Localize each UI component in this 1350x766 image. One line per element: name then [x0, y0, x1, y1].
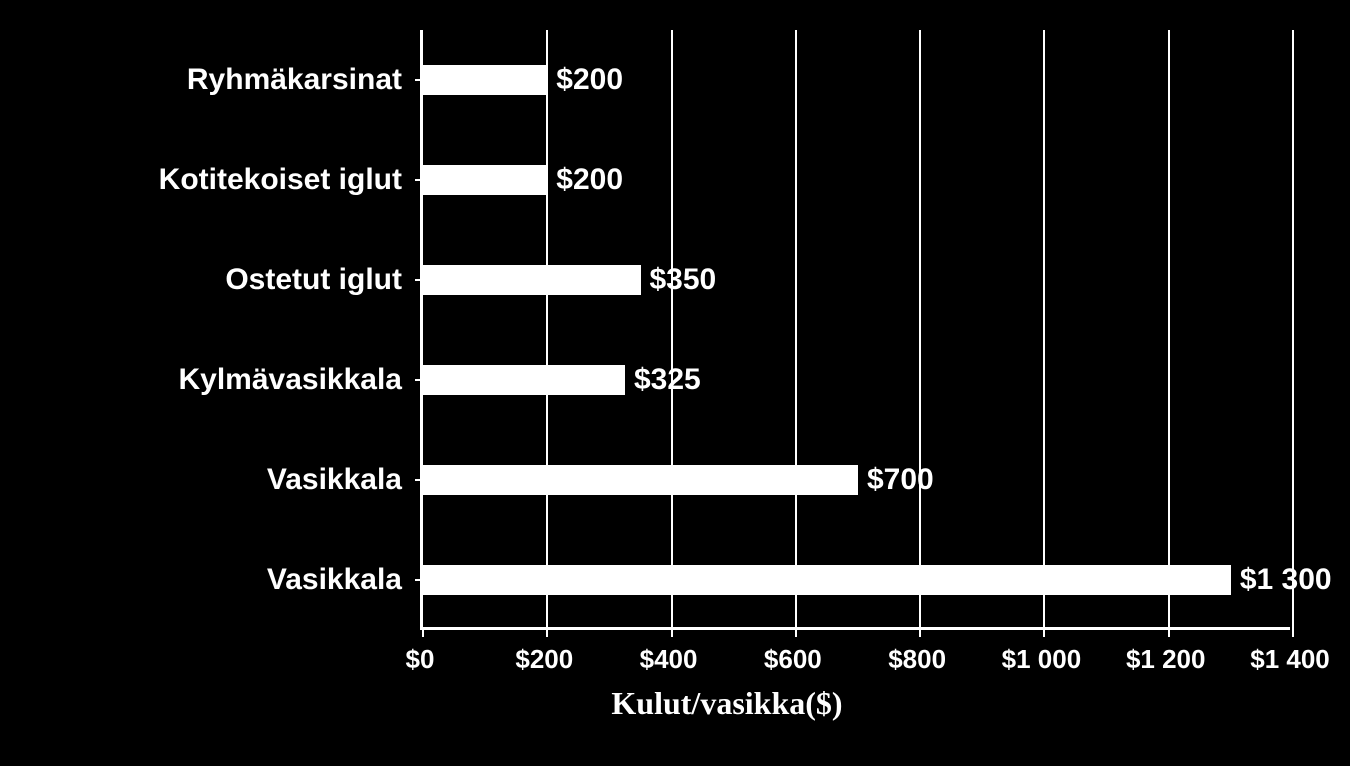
x-tick-mark: [1043, 627, 1045, 637]
gridline: [795, 30, 797, 627]
y-tick-mark: [415, 179, 423, 181]
y-category-label: Ostetut iglut: [225, 263, 402, 297]
y-category-label: Kylmävasikkala: [178, 363, 402, 397]
gridline: [919, 30, 921, 627]
x-tick-mark: [546, 627, 548, 637]
y-category-label: Vasikkala: [267, 463, 402, 497]
bar: [423, 165, 547, 195]
x-tick-mark: [1292, 627, 1294, 637]
x-tick-label: $200: [515, 644, 573, 675]
x-tick-label: $0: [406, 644, 435, 675]
x-tick-mark: [795, 627, 797, 637]
bar: [423, 565, 1231, 595]
y-category-label: Kotitekoiset iglut: [159, 163, 402, 197]
gridline: [1292, 30, 1294, 627]
x-tick-mark: [1168, 627, 1170, 637]
x-tick-mark: [919, 627, 921, 637]
x-tick-label: $1 200: [1126, 644, 1206, 675]
gridline: [1168, 30, 1170, 627]
gridline: [671, 30, 673, 627]
chart-container: Kulut/vasikka($) $0 $200 $400 $600 $800 $1 00…: [0, 0, 1350, 766]
x-tick-mark: [422, 627, 424, 637]
y-tick-mark: [415, 79, 423, 81]
y-category-label: Vasikkala: [267, 563, 402, 597]
x-tick-label: $1 400: [1250, 644, 1330, 675]
y-category-label: Ryhmäkarsinat: [187, 63, 402, 97]
x-axis-title: Kulut/vasikka($): [611, 685, 842, 722]
gridline: [546, 30, 548, 627]
bar-value-label: $700: [867, 463, 934, 497]
y-tick-mark: [415, 379, 423, 381]
bar: [423, 465, 858, 495]
x-tick-mark: [671, 627, 673, 637]
bar-value-label: $350: [650, 263, 717, 297]
x-tick-label: $1 000: [1002, 644, 1082, 675]
x-tick-label: $400: [640, 644, 698, 675]
x-tick-label: $600: [764, 644, 822, 675]
y-tick-mark: [415, 579, 423, 581]
gridline: [1043, 30, 1045, 627]
y-tick-mark: [415, 279, 423, 281]
bar: [423, 265, 641, 295]
y-tick-mark: [415, 479, 423, 481]
x-tick-label: $800: [888, 644, 946, 675]
bar: [423, 365, 625, 395]
bar-value-label: $1 300: [1240, 563, 1332, 597]
bar-value-label: $200: [556, 63, 623, 97]
plot-area: [420, 30, 1290, 630]
bar: [423, 65, 547, 95]
bar-value-label: $200: [556, 163, 623, 197]
bar-value-label: $325: [634, 363, 701, 397]
